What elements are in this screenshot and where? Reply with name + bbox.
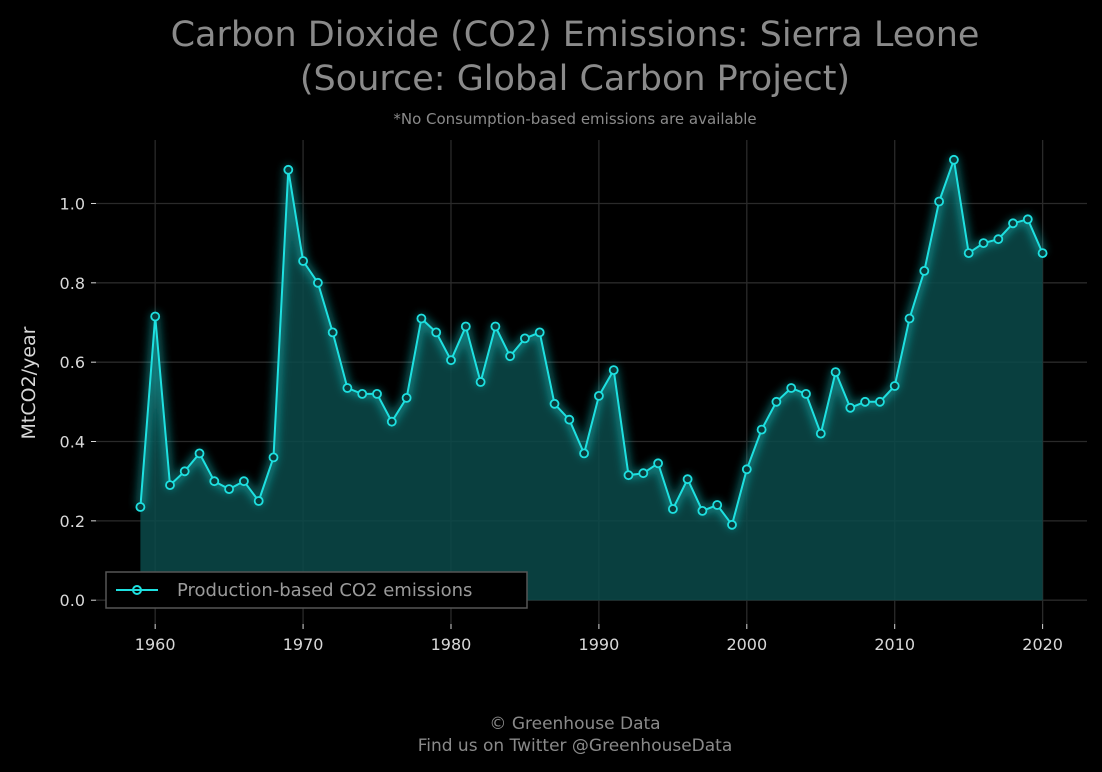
data-point xyxy=(135,502,146,512)
data-point xyxy=(638,468,649,479)
data-point xyxy=(830,367,841,378)
x-axis-ticks: 1960 1970 1980 1990 2000 2010 2020 xyxy=(135,624,1063,654)
data-point xyxy=(209,476,220,487)
data-point xyxy=(697,505,708,516)
chart-title-line1: Carbon Dioxide (CO2) Emissions: Sierra L… xyxy=(171,15,980,55)
data-point xyxy=(875,396,885,407)
data-point xyxy=(608,365,619,376)
legend-label: Production-based CO2 emissions xyxy=(177,580,472,601)
data-point xyxy=(342,383,353,393)
data-point xyxy=(786,383,797,393)
data-point xyxy=(298,256,309,266)
data-point xyxy=(860,396,870,407)
data-point xyxy=(815,428,826,439)
chart-subtitle: *No Consumption-based emissions are avai… xyxy=(393,110,756,128)
y-tick-label: 0.2 xyxy=(60,512,85,531)
data-point xyxy=(1008,218,1018,229)
x-tick-label: 2000 xyxy=(726,635,767,654)
data-point xyxy=(446,355,456,366)
chart-title-line2: (Source: Global Carbon Project) xyxy=(300,59,850,99)
data-point xyxy=(386,416,397,427)
data-point xyxy=(889,381,900,391)
legend: Production-based CO2 emissions xyxy=(105,571,528,609)
data-point xyxy=(401,392,412,403)
data-point xyxy=(357,388,368,399)
footer-copyright: © Greenhouse Data xyxy=(489,714,660,734)
y-tick-label: 1.0 xyxy=(60,194,85,213)
y-axis-label: MtCO2/year xyxy=(18,326,40,439)
emissions-area-fill xyxy=(140,159,1043,601)
data-point xyxy=(150,311,161,322)
x-tick-label: 1970 xyxy=(283,635,324,654)
data-point xyxy=(505,351,516,362)
data-point xyxy=(771,396,782,407)
x-tick-label: 1980 xyxy=(431,635,472,654)
y-tick-label: 0.4 xyxy=(60,433,85,452)
data-point xyxy=(460,321,471,332)
x-tick-label: 2020 xyxy=(1022,635,1063,654)
data-point xyxy=(741,464,752,475)
legend-box xyxy=(105,571,528,609)
emissions-points xyxy=(135,154,1048,530)
data-point xyxy=(224,484,235,495)
data-point xyxy=(904,313,915,324)
data-point xyxy=(668,504,678,514)
y-tick-label: 0.6 xyxy=(60,353,85,372)
data-point xyxy=(327,327,338,338)
footer-twitter: Find us on Twitter @GreenhouseData xyxy=(418,736,733,756)
data-point xyxy=(682,474,693,485)
data-point xyxy=(845,402,856,413)
data-point xyxy=(520,333,530,344)
data-point xyxy=(194,448,205,459)
data-point xyxy=(268,452,279,463)
data-point xyxy=(179,466,190,477)
data-point xyxy=(1022,214,1033,225)
data-point xyxy=(934,196,944,207)
data-point xyxy=(712,500,723,510)
data-point xyxy=(238,476,249,487)
data-point xyxy=(993,234,1004,245)
data-point xyxy=(801,388,811,399)
x-tick-label: 1990 xyxy=(579,635,620,654)
data-point xyxy=(475,377,486,387)
data-point xyxy=(579,448,589,459)
y-axis-ticks: 0.0 0.2 0.4 0.6 0.8 1.0 xyxy=(60,194,96,610)
x-tick-label: 2010 xyxy=(874,635,915,654)
data-point xyxy=(253,496,264,506)
data-point xyxy=(756,424,767,435)
data-point xyxy=(978,238,989,249)
data-point xyxy=(623,470,634,481)
data-point xyxy=(283,164,294,175)
data-point xyxy=(653,458,663,469)
data-point xyxy=(372,388,382,399)
x-tick-label: 1960 xyxy=(135,635,176,654)
data-point xyxy=(727,519,737,530)
data-point xyxy=(534,327,545,338)
data-point xyxy=(416,313,427,324)
data-point xyxy=(594,390,604,401)
data-point xyxy=(1037,248,1048,259)
data-point xyxy=(165,480,175,491)
data-point xyxy=(949,154,959,165)
data-point xyxy=(564,414,575,425)
data-point xyxy=(490,321,501,332)
y-tick-label: 0.8 xyxy=(60,274,85,293)
legend-marker-sample xyxy=(132,585,142,595)
y-tick-label: 0.0 xyxy=(60,591,85,610)
data-point xyxy=(963,248,974,259)
data-point xyxy=(431,327,442,338)
data-point xyxy=(312,277,323,288)
data-point xyxy=(919,265,930,276)
data-point xyxy=(549,398,560,409)
